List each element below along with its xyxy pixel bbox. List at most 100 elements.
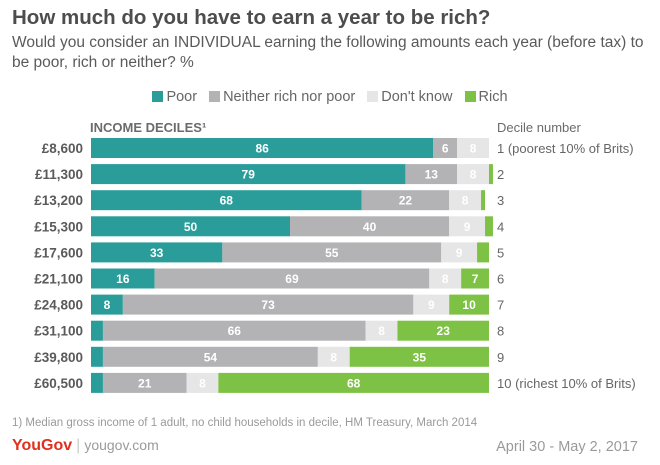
decile-label: 6 <box>497 272 504 287</box>
decile-label: 1 (poorest 10% of Brits) <box>497 141 634 156</box>
data-label: 69 <box>285 272 299 286</box>
bar-segment <box>186 372 219 393</box>
bar-segment <box>477 242 489 263</box>
decile-label: 7 <box>497 298 504 313</box>
data-label: 8 <box>470 168 477 182</box>
bar-segment <box>290 216 450 237</box>
data-label: 9 <box>464 220 471 234</box>
bar-segment <box>489 164 493 185</box>
survey-date: April 30 - May 2, 2017 <box>496 439 638 455</box>
bar-segment <box>485 216 493 237</box>
bar-segment <box>91 164 406 185</box>
income-label: £11,300 <box>35 167 83 182</box>
bar-segment <box>102 346 318 367</box>
legend-swatch <box>464 91 476 102</box>
data-label: 7 <box>472 272 479 286</box>
data-label: 13 <box>425 168 439 182</box>
income-deciles-header: INCOME DECILES¹ <box>90 120 207 135</box>
income-label: £8,600 <box>42 141 83 156</box>
bar-segment <box>405 164 458 185</box>
bar-segment <box>91 346 103 367</box>
data-label: 21 <box>138 376 152 390</box>
data-label: 8 <box>199 376 206 390</box>
income-label: £24,800 <box>34 298 83 313</box>
data-label: 35 <box>413 350 427 364</box>
decile-label: 5 <box>497 245 504 260</box>
data-label: 68 <box>220 194 234 208</box>
data-label: 8 <box>470 142 477 156</box>
income-label: £60,500 <box>34 376 83 391</box>
bar-segment <box>449 294 489 315</box>
data-label: 86 <box>255 142 269 156</box>
bar-segment <box>429 268 462 289</box>
legend-item: Poor <box>152 89 197 105</box>
bar-segment <box>91 294 123 315</box>
data-label: 8 <box>104 298 111 312</box>
legend: Poor Neither rich nor poor Don't know Rich <box>0 89 660 105</box>
bar-segment <box>222 242 442 263</box>
data-label: 55 <box>325 246 339 260</box>
income-label: £13,200 <box>34 193 83 208</box>
income-label: £21,100 <box>34 272 83 287</box>
data-label: 22 <box>399 194 413 208</box>
bar-segment <box>91 190 362 211</box>
bar-segment <box>102 320 366 341</box>
bar-segment <box>91 242 223 263</box>
data-label: 8 <box>378 324 385 338</box>
income-label: £17,600 <box>34 245 83 260</box>
footnote: 1) Median gross income of 1 adult, no ch… <box>12 417 478 429</box>
decile-label: 4 <box>497 219 504 234</box>
bar-segment <box>397 320 489 341</box>
bar-segment <box>449 190 482 211</box>
data-label: 68 <box>347 376 361 390</box>
bar-segment <box>91 320 103 341</box>
bar-segment <box>154 268 430 289</box>
bar-segment <box>317 346 350 367</box>
chart-title: How much do you have to earn a year to b… <box>12 6 491 29</box>
data-label: 73 <box>261 298 275 312</box>
decile-label: 2 <box>497 167 504 182</box>
bar-segment <box>349 346 489 367</box>
data-label: 50 <box>184 220 198 234</box>
bar-segment <box>449 216 486 237</box>
bar-segment <box>461 268 489 289</box>
legend-item: Don't know <box>367 89 453 105</box>
legend-swatch <box>152 91 164 102</box>
decile-label: 9 <box>497 350 504 365</box>
bar-segment <box>218 372 490 393</box>
bar-segment <box>122 294 414 315</box>
legend-swatch <box>209 91 221 102</box>
data-label: 40 <box>363 220 377 234</box>
data-label: 33 <box>150 246 164 260</box>
brand: YouGov | yougov.com <box>12 437 159 455</box>
bar-segment <box>457 138 489 158</box>
data-label: 9 <box>456 246 463 260</box>
data-label: 9 <box>428 298 435 312</box>
brand-divider: | <box>76 437 81 454</box>
decile-label: 10 (richest 10% of Brits) <box>497 376 636 391</box>
data-label: 66 <box>228 324 242 338</box>
bar-segment <box>433 138 458 158</box>
data-label: 16 <box>116 272 130 286</box>
legend-item: Neither rich nor poor <box>209 89 355 105</box>
data-label: 8 <box>462 194 469 208</box>
bar-segment <box>441 242 478 263</box>
income-label: £31,100 <box>34 324 83 339</box>
bar-segment <box>91 372 103 393</box>
legend-item: Rich <box>464 89 508 105</box>
brand-url: yougov.com <box>84 437 159 453</box>
bar-segment <box>457 164 489 185</box>
data-label: 8 <box>442 272 449 286</box>
chart-subtitle: Would you consider an INDIVIDUAL earning… <box>12 34 644 71</box>
bar-segment <box>102 372 187 393</box>
legend-label: Don't know <box>381 89 453 105</box>
bar-segment <box>91 216 290 237</box>
data-label: 10 <box>462 298 476 312</box>
bar-segment <box>365 320 398 341</box>
decile-number-header: Decile number <box>497 120 581 135</box>
legend-label: Poor <box>166 89 198 105</box>
bar-segment <box>91 268 155 289</box>
legend-swatch <box>367 91 379 102</box>
bar-segment <box>91 138 434 158</box>
